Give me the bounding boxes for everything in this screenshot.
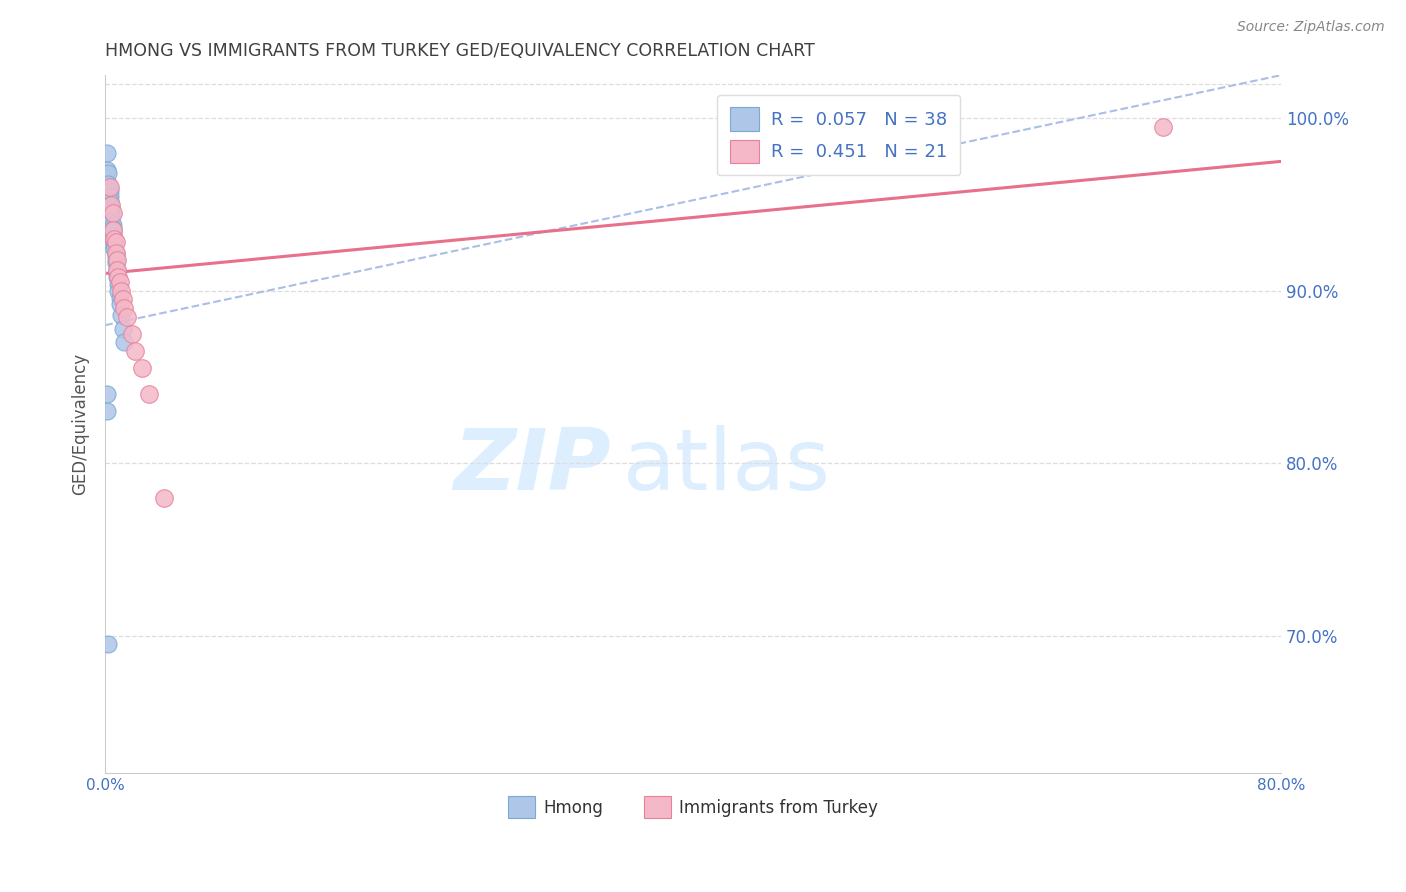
- Point: [98, 194, 121, 208]
- Point: [98, 197, 121, 211]
- Point: [101, 218, 124, 232]
- Point: [96, 404, 118, 418]
- Point: [97, 637, 120, 651]
- Point: [96, 387, 118, 401]
- Text: atlas: atlas: [623, 425, 831, 508]
- Point: [104, 252, 127, 267]
- Point: [105, 263, 128, 277]
- Point: [100, 204, 122, 219]
- Text: Source: ZipAtlas.com: Source: ZipAtlas.com: [1237, 20, 1385, 34]
- Point: [1152, 120, 1174, 134]
- Point: [98, 180, 121, 194]
- Point: [104, 235, 127, 250]
- Point: [107, 277, 129, 291]
- Point: [103, 232, 125, 246]
- Point: [112, 301, 135, 315]
- Point: [108, 297, 131, 311]
- Point: [110, 308, 132, 322]
- Point: [104, 249, 127, 263]
- Point: [107, 269, 129, 284]
- Point: [121, 326, 143, 341]
- Point: [111, 293, 134, 307]
- Point: [117, 310, 139, 324]
- Point: [110, 284, 132, 298]
- Point: [96, 163, 118, 178]
- Point: [105, 267, 128, 281]
- Point: [97, 166, 120, 180]
- Point: [104, 245, 127, 260]
- Text: ZIP: ZIP: [453, 425, 610, 508]
- Point: [100, 215, 122, 229]
- Point: [101, 228, 124, 243]
- Point: [111, 321, 134, 335]
- Point: [124, 344, 146, 359]
- Point: [105, 263, 128, 277]
- Point: [101, 206, 124, 220]
- Point: [103, 243, 125, 257]
- Point: [101, 223, 124, 237]
- Point: [96, 145, 118, 160]
- Point: [100, 201, 122, 215]
- Legend: Hmong, Immigrants from Turkey: Hmong, Immigrants from Turkey: [501, 789, 884, 824]
- Point: [98, 189, 121, 203]
- Point: [97, 177, 120, 191]
- Point: [100, 208, 122, 222]
- Point: [108, 275, 131, 289]
- Point: [107, 284, 129, 298]
- Point: [98, 184, 121, 198]
- Point: [112, 335, 135, 350]
- Point: [100, 197, 122, 211]
- Point: [138, 387, 160, 401]
- Point: [104, 245, 127, 260]
- Point: [131, 361, 153, 376]
- Point: [104, 256, 127, 270]
- Y-axis label: GED/Equivalency: GED/Equivalency: [72, 353, 89, 495]
- Point: [103, 235, 125, 250]
- Point: [101, 225, 124, 239]
- Point: [100, 211, 122, 226]
- Point: [105, 252, 128, 267]
- Point: [108, 291, 131, 305]
- Point: [103, 239, 125, 253]
- Point: [105, 269, 128, 284]
- Point: [153, 491, 176, 505]
- Point: [101, 221, 124, 235]
- Point: [103, 232, 125, 246]
- Text: HMONG VS IMMIGRANTS FROM TURKEY GED/EQUIVALENCY CORRELATION CHART: HMONG VS IMMIGRANTS FROM TURKEY GED/EQUI…: [105, 42, 815, 60]
